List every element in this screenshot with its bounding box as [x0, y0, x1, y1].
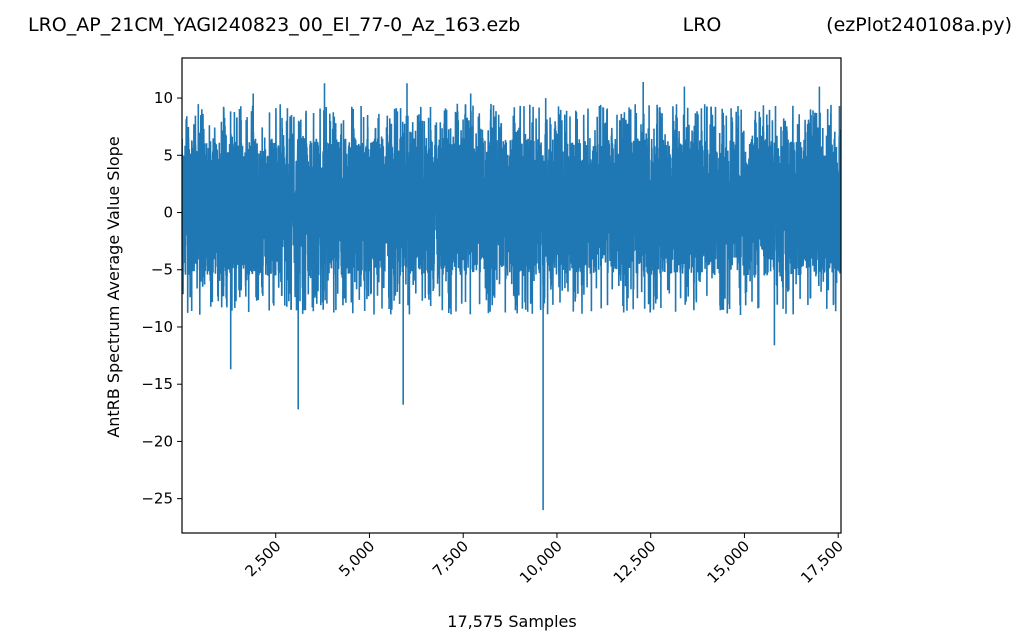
plot-frame	[181, 57, 842, 534]
y-tick-label: −5	[151, 261, 173, 279]
chart-title-center: LRO	[683, 14, 722, 36]
x-tick-label: 10,000	[516, 537, 566, 587]
y-axis: 10 5 0 −5 −10 −15 −20 −25	[141, 89, 182, 508]
x-tick-label: 17,500	[797, 537, 847, 587]
y-tick-label: −10	[141, 318, 173, 336]
x-tick-label: 12,500	[610, 537, 660, 587]
x-axis-label: 17,575 Samples	[447, 612, 576, 631]
y-tick-label: −15	[141, 375, 173, 393]
plot-area	[182, 82, 841, 511]
x-axis: 2,500 5,000 7,500 10,000 12,500 15,000 17,500	[241, 533, 847, 587]
x-tick-label: 5,000	[335, 537, 378, 580]
y-tick-label: 5	[163, 146, 173, 164]
chart-title-left: LRO_AP_21CM_YAGI240823_00_El_77-0_Az_163…	[28, 14, 520, 36]
y-tick-label: −20	[141, 432, 173, 450]
series-line	[182, 82, 841, 511]
y-tick-label: 10	[154, 89, 173, 107]
x-tick-label: 2,500	[241, 537, 284, 580]
y-tick-label: 0	[163, 204, 173, 222]
y-axis-label: AntRB Spectrum Average Value Slope	[104, 136, 123, 437]
chart-title-right: (ezPlot240108a.py)	[826, 14, 1012, 36]
y-tick-label: −25	[141, 490, 173, 508]
x-tick-label: 15,000	[703, 537, 753, 587]
x-tick-label: 7,500	[429, 537, 472, 580]
